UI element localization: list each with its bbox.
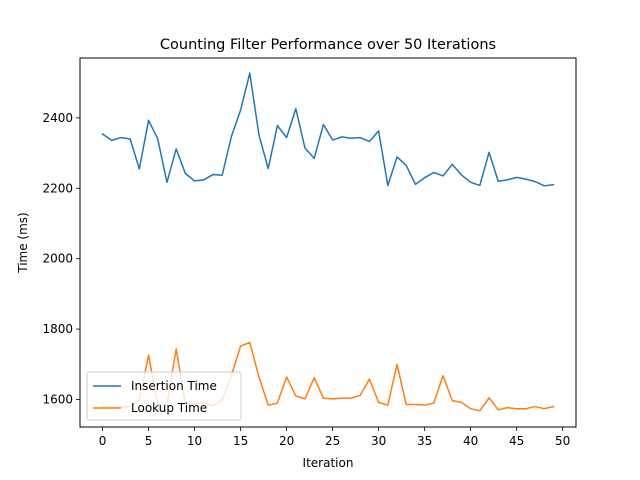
x-tick-label: 0 <box>99 434 107 448</box>
y-tick-label: 1800 <box>42 322 73 336</box>
chart-title: Counting Filter Performance over 50 Iter… <box>160 37 496 53</box>
y-axis-ticks: 1600 1800 2000 2200 2400 <box>42 111 80 407</box>
legend: Insertion Time Lookup Time <box>86 371 242 421</box>
legend-label-insertion: Insertion Time <box>131 379 217 393</box>
y-tick-label: 2200 <box>42 181 73 195</box>
y-tick-label: 2400 <box>42 111 73 125</box>
x-tick-label: 50 <box>555 434 570 448</box>
legend-box <box>86 371 242 421</box>
plot-frame <box>79 57 577 428</box>
y-axis-label: Time (ms) <box>16 212 30 274</box>
y-tick-label: 2000 <box>42 252 73 266</box>
series-line-lookup-time <box>101 341 555 412</box>
x-tick-label: 35 <box>417 434 432 448</box>
legend-label-lookup: Lookup Time <box>131 401 207 415</box>
y-tick-label: 1600 <box>42 393 73 407</box>
x-axis-ticks: 0 5 10 15 20 25 30 35 40 45 50 <box>99 427 570 448</box>
x-tick-label: 45 <box>509 434 524 448</box>
x-tick-label: 15 <box>233 434 248 448</box>
series-line-insertion-time <box>101 72 555 187</box>
x-axis-label: Iteration <box>303 456 354 470</box>
x-tick-label: 20 <box>279 434 294 448</box>
x-tick-label: 5 <box>145 434 153 448</box>
plot-lines <box>101 72 555 412</box>
x-tick-label: 25 <box>325 434 340 448</box>
x-tick-label: 10 <box>187 434 202 448</box>
x-tick-label: 40 <box>463 434 478 448</box>
x-tick-label: 30 <box>371 434 386 448</box>
